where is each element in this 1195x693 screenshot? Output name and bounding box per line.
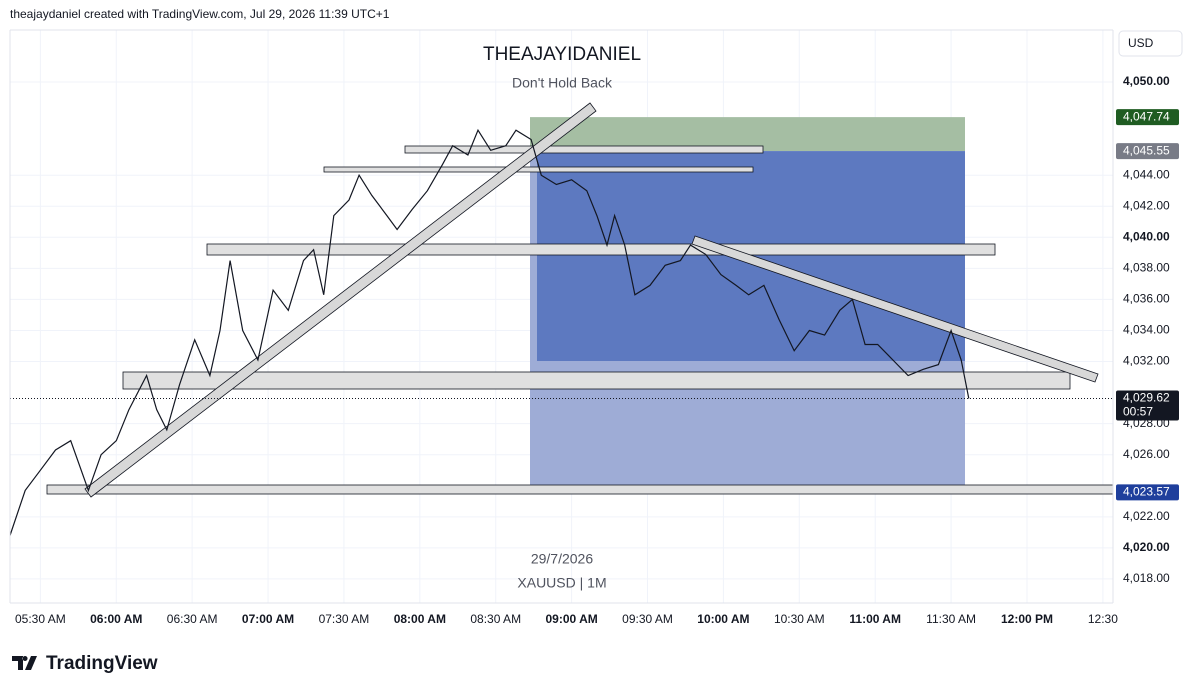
- x-tick-label: 10:00 AM: [697, 612, 749, 626]
- zone: [46, 484, 1114, 495]
- zone: [323, 166, 754, 173]
- header: theajaydaniel created with TradingView.c…: [10, 7, 390, 21]
- price-label: 4,047.74: [1123, 109, 1170, 123]
- price-label: 4,029.62: [1123, 391, 1170, 405]
- plot: [9, 128, 1113, 536]
- x-tick-label: 05:30 AM: [15, 612, 66, 626]
- x-tick-label: 08:30 AM: [470, 612, 521, 626]
- y-tick-label: 4,040.00: [1123, 229, 1170, 243]
- x-tick-label: 07:30 AM: [319, 612, 370, 626]
- price-label-box: [1116, 484, 1179, 501]
- x-tick-label: 07:00 AM: [242, 612, 294, 626]
- y-tick-label: 4,036.00: [1123, 292, 1170, 306]
- currency[interactable]: USD: [1128, 36, 1154, 50]
- zone: [122, 371, 1071, 390]
- stop-zone: [530, 117, 965, 152]
- y-tick-label: 4,038.00: [1123, 261, 1170, 275]
- countdown: 00:57: [1123, 405, 1153, 419]
- watermark: XAUUSD | 1M: [517, 575, 606, 591]
- y-tick-label: 4,018.00: [1123, 571, 1170, 585]
- trendline: [84, 102, 597, 498]
- y-tick-label: 4,044.00: [1123, 167, 1170, 181]
- logo-icon: [12, 656, 37, 670]
- price-label-box: [1116, 390, 1179, 421]
- price-label-box: [1116, 109, 1179, 126]
- x-tick-label: 11:30 AM: [926, 612, 976, 626]
- y-tick-label: 4,026.00: [1123, 447, 1170, 461]
- zones: [46, 102, 1114, 498]
- y-tick-label: 4,032.00: [1123, 354, 1170, 368]
- x-tick-label: 09:30 AM: [622, 612, 673, 626]
- x-tick-label: 09:00 AM: [545, 612, 597, 626]
- price-label-box: [1116, 143, 1179, 160]
- x-tick-label: 08:00 AM: [394, 612, 446, 626]
- subtitle: Don't Hold Back: [512, 75, 613, 91]
- price-label: 4,045.55: [1123, 143, 1170, 157]
- zone: [206, 243, 996, 256]
- zone: [404, 145, 764, 154]
- y-tick-label: 4,020.00: [1123, 540, 1170, 554]
- watermark: 29/7/2026: [531, 551, 593, 567]
- x-tick-label: 10:30 AM: [774, 612, 825, 626]
- x-tick-label: 12:00 PM: [1001, 612, 1053, 626]
- logo: TradingView: [12, 653, 158, 674]
- drawings: [46, 102, 1114, 498]
- y-tick-label: 4,042.00: [1123, 198, 1170, 212]
- y-tick-label: 4,022.00: [1123, 509, 1170, 523]
- currency-box[interactable]: [1118, 30, 1183, 57]
- chart-title: THEAJAYIDANIEL: [483, 44, 641, 65]
- price-line: [9, 128, 970, 536]
- logo-text: TradingView: [46, 653, 158, 674]
- price-label: 4,023.57: [1123, 485, 1170, 499]
- y-tick-label: 4,034.00: [1123, 323, 1170, 337]
- trendline: [691, 235, 1099, 383]
- x-tick-label: 11:00 AM: [849, 612, 901, 626]
- y-tick-label: 4,050.00: [1123, 74, 1170, 88]
- x-tick-label: 06:30 AM: [167, 612, 218, 626]
- x-tick-label: 12:30: [1088, 612, 1118, 626]
- x-tick-label: 06:00 AM: [90, 612, 142, 626]
